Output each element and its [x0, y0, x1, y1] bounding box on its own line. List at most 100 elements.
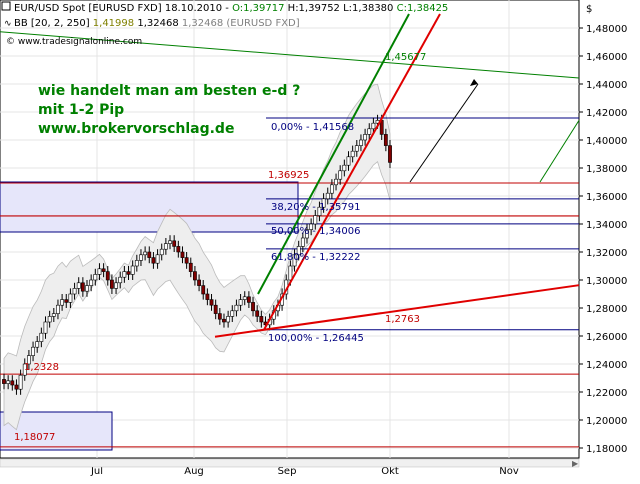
y-tick-label: 1,18000 [586, 444, 627, 455]
y-tick-label: 1,44000 [586, 80, 627, 91]
currency-symbol: $ [586, 4, 592, 15]
candle-body [110, 279, 114, 289]
candle-body [85, 285, 89, 292]
green-short-line [539, 120, 580, 183]
candle-body [51, 313, 56, 317]
y-tick-label: 1,42000 [586, 108, 627, 119]
scrollbar-track[interactable] [0, 458, 580, 468]
candle-body [197, 279, 201, 286]
candle-body [383, 134, 388, 146]
resistance-box [0, 181, 299, 233]
candle-body [35, 341, 40, 348]
candle-body [359, 139, 363, 146]
candle-body [122, 271, 127, 278]
x-tick-label: Aug [184, 466, 204, 477]
copyright: © www.tradesignalonline.com [6, 37, 142, 47]
candle-body [31, 346, 35, 356]
candle-body [188, 262, 193, 272]
trendlines [0, 13, 580, 338]
candle-body [72, 288, 77, 295]
candle-body [292, 254, 297, 267]
candle-body [329, 184, 334, 194]
candle-body [317, 206, 322, 216]
level-12763-label: 1,2763 [385, 314, 420, 325]
y-tick-label: 1,22000 [586, 388, 627, 399]
level-136925-label: 1,36925 [268, 170, 309, 181]
candle-body [288, 265, 293, 281]
fib-618-label: 61,80% - 1,32222 [271, 252, 360, 263]
fib-0-label: 0,00% - 1,41568 [271, 122, 354, 133]
x-axis: Jul Aug Sep Okt Nov [90, 466, 519, 477]
candle-body [180, 251, 185, 258]
candle-body [93, 274, 98, 281]
candle-body [39, 332, 44, 342]
candle-body [226, 316, 231, 323]
arrow-line [409, 83, 479, 183]
candle-body [296, 246, 301, 256]
candle-body [68, 293, 73, 303]
y-tick-label: 1,32000 [586, 248, 627, 259]
bb-icon: ∿ [4, 19, 12, 29]
support-trendline-flat [214, 284, 580, 338]
bollinger-band-fill [3, 83, 391, 431]
candle-body [168, 240, 172, 244]
y-tick-label: 1,24000 [586, 360, 627, 371]
candle-body [325, 192, 330, 200]
candle-body [126, 271, 131, 275]
candle-body [47, 316, 52, 323]
level-labels: 0,00% - 1,41568 38,20% - 1,35791 50,00% … [14, 52, 426, 443]
x-tick-label: Nov [499, 466, 519, 477]
candle-body [56, 304, 60, 314]
fib-50-label: 50,00% - 1,34006 [271, 226, 360, 237]
candle-body [305, 229, 309, 239]
candle-body [193, 271, 197, 281]
candle-body [147, 251, 152, 258]
y-axis: 1,48000 1,46000 1,44000 1,42000 1,40000 1,380… [579, 24, 627, 455]
candle-body [80, 282, 85, 292]
candle-body [134, 260, 139, 267]
candle-body [246, 296, 251, 303]
candle-body [101, 268, 106, 272]
candle-body [18, 374, 23, 390]
candle-body [300, 237, 305, 247]
candle-body [130, 265, 135, 275]
candle-body [151, 257, 156, 264]
candle-body [14, 384, 19, 390]
candle-body [143, 251, 148, 256]
candle-body [209, 299, 214, 306]
candle-body [60, 299, 65, 306]
scroll-right-icon[interactable]: ▶ [572, 459, 579, 468]
level-12328-label: 1,2328 [24, 362, 59, 373]
y-tick-label: 1,34000 [586, 220, 627, 231]
candle-body [2, 379, 6, 384]
candle-body [338, 170, 343, 180]
candle-body [222, 318, 226, 323]
scrollbar[interactable]: ▶ [0, 458, 580, 468]
candle-body [97, 268, 102, 275]
candle-body [255, 310, 260, 317]
candle-body [27, 355, 31, 365]
header-line1: EUR/USD Spot [EURUSD FXD] 18.10.2010 - O… [14, 3, 448, 14]
bollinger-bands [3, 83, 391, 431]
level-18077-label: 1,18077 [14, 432, 55, 443]
y-tick-label: 1,40000 [586, 136, 627, 147]
candle-body [159, 248, 164, 256]
candle-body [105, 271, 110, 281]
candle-body [388, 145, 392, 163]
candle-body [259, 316, 264, 323]
y-tick-label: 1,30000 [586, 276, 627, 287]
candle-body [176, 246, 181, 253]
candle-body [201, 285, 206, 295]
candle-body [230, 310, 235, 317]
y-tick-label: 1,46000 [586, 52, 627, 63]
candle-body [371, 122, 376, 130]
candle-body [139, 254, 143, 261]
fib-382-label: 38,20% - 1,35791 [271, 202, 360, 213]
candle-body [155, 254, 160, 264]
candle-body [354, 145, 359, 152]
candle-body [205, 293, 210, 300]
header: EUR/USD Spot [EURUSD FXD] 18.10.2010 - O… [1, 1, 448, 47]
candle-body [22, 363, 27, 376]
green-resistance-line [0, 31, 580, 79]
